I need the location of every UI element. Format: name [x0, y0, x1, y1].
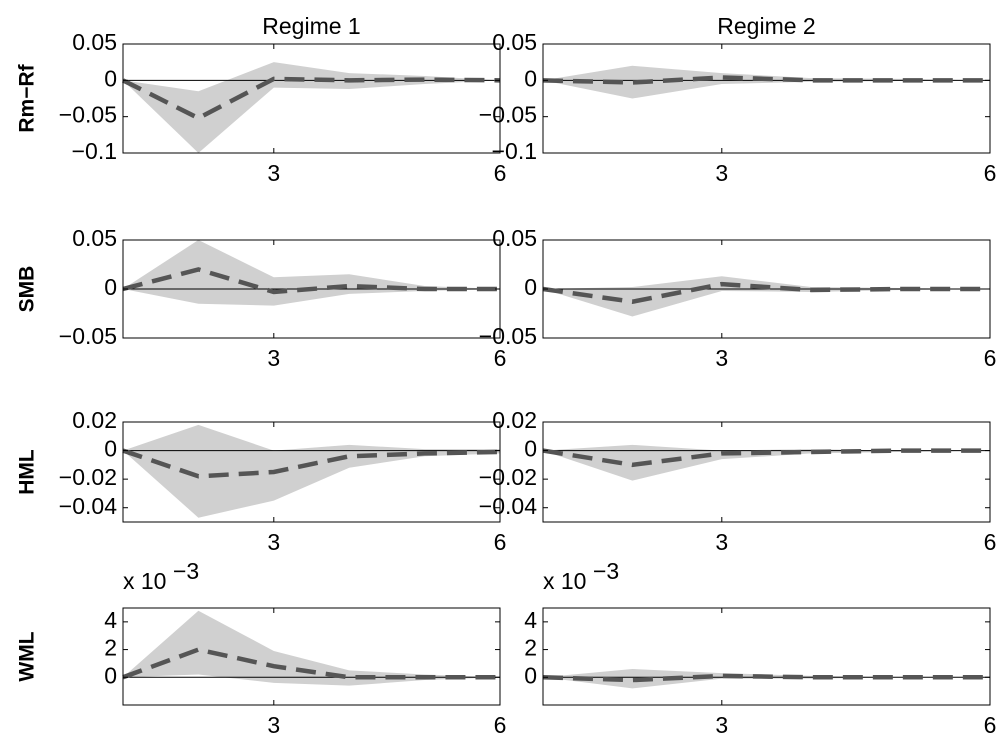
confidence-band [123, 62, 500, 153]
subplot: −0.04 −0.020 0.02 3 6 [479, 407, 997, 555]
scale-exponent: −3 [173, 558, 199, 584]
subplot: −0.1 −0.05 0 0.05 3 6 Regime 2 [479, 13, 997, 186]
y-tick-label: −0.05 [59, 102, 117, 128]
median-line [121, 76, 501, 121]
y-axis-label: WML [16, 631, 39, 681]
y-axis-label: HML [16, 449, 39, 495]
subplot: −0.05 0 0.05 3 6 [479, 225, 997, 371]
y-tick-label: 0.05 [492, 29, 537, 55]
axes-box [122, 607, 501, 706]
confidence-band [543, 276, 990, 317]
x-tick-label: 6 [494, 160, 507, 186]
y-tick-label: 0.02 [72, 407, 117, 433]
median-line [542, 75, 990, 85]
x-tick-label: 6 [984, 529, 997, 555]
y-tick-label: 0 [104, 662, 117, 688]
scale-label: x 10 [543, 568, 586, 594]
median-line [542, 673, 990, 683]
confidence-band [543, 444, 990, 481]
x-tick-label: 3 [715, 529, 728, 555]
subplot-title: Regime 2 [717, 13, 815, 39]
x-tick-label: 3 [267, 529, 280, 555]
confidence-band [123, 240, 500, 306]
axes-box [542, 607, 991, 706]
y-tick-label: 0 [524, 436, 537, 462]
y-tick-label: 0 [524, 274, 537, 300]
y-tick-label: 0 [104, 65, 117, 91]
x-tick-label: 3 [267, 712, 280, 738]
scale-label: x 10 [123, 568, 166, 594]
y-tick-label: −0.02 [479, 464, 537, 490]
y-tick-label: −0.1 [492, 138, 537, 164]
y-tick-label: 2 [104, 635, 117, 661]
x-tick-label: 3 [715, 345, 728, 371]
y-tick-label: 0.05 [72, 29, 117, 55]
scale-exponent: −3 [593, 558, 619, 584]
y-tick-label: 0.05 [72, 225, 117, 251]
confidence-band [123, 424, 500, 518]
median-line [122, 267, 500, 295]
y-tick-label: −0.02 [59, 464, 117, 490]
y-tick-label: 0.02 [492, 407, 537, 433]
axes-box [542, 421, 991, 523]
confidence-band [123, 610, 500, 686]
subplot: −0.04 −0.020 0.02 3 6 HML [16, 407, 507, 555]
axes-box [122, 43, 501, 154]
y-tick-label: 4 [104, 607, 117, 633]
y-tick-label: −0.05 [59, 323, 117, 349]
y-tick-label: −0.04 [59, 493, 117, 519]
y-tick-label: 0.05 [492, 225, 537, 251]
y-tick-label: −0.05 [479, 102, 537, 128]
y-tick-label: 4 [524, 607, 537, 633]
x-tick-label: 6 [494, 712, 507, 738]
subplot: −0.05 0 0.05 3 6 SMB [16, 225, 507, 371]
y-tick-label: 0 [524, 65, 537, 91]
x-tick-label: 6 [494, 529, 507, 555]
subplot: 024 3 6 x 10 −3 [524, 558, 996, 738]
x-tick-label: 3 [267, 345, 280, 371]
y-tick-label: −0.05 [479, 323, 537, 349]
x-tick-label: 6 [984, 712, 997, 738]
median-line [122, 448, 501, 479]
y-tick-label: 2 [524, 635, 537, 661]
median-line [122, 647, 500, 680]
x-tick-label: 3 [715, 160, 728, 186]
median-line [542, 448, 990, 468]
confidence-band [543, 65, 990, 99]
median-line [542, 281, 990, 305]
y-tick-label: 0 [104, 274, 117, 300]
y-tick-label: 0 [104, 436, 117, 462]
x-tick-label: 6 [984, 160, 997, 186]
y-axis-label: Rm−Rf [16, 63, 39, 132]
y-tick-label: −0.04 [479, 493, 537, 519]
subplot-title: Regime 1 [262, 13, 360, 39]
y-tick-label: 0 [524, 662, 537, 688]
axes-box [542, 43, 991, 154]
x-tick-label: 6 [984, 345, 997, 371]
x-tick-label: 3 [715, 712, 728, 738]
x-tick-label: 6 [494, 345, 507, 371]
y-axis-label: SMB [16, 266, 39, 313]
x-tick-label: 3 [267, 160, 280, 186]
y-tick-label: −0.1 [72, 138, 117, 164]
axes-box [122, 421, 501, 523]
subplot: −0.1 −0.05 0 0.05 3 6 Regime 1 Rm−Rf [16, 13, 507, 186]
subplot: 024 3 6 WML x 10 −3 [16, 558, 507, 738]
